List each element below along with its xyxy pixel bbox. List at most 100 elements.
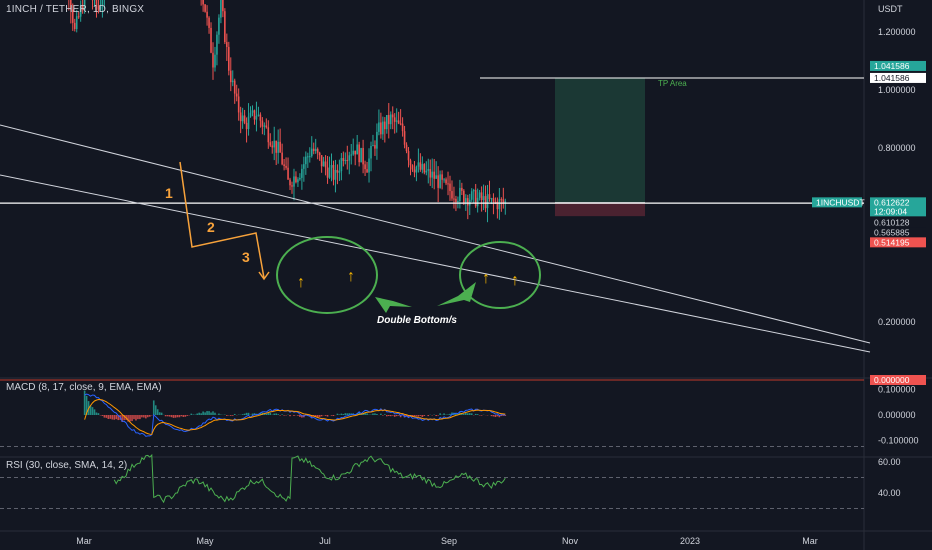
step-2-label: 2 (207, 219, 215, 235)
candle-body (374, 145, 376, 149)
macd-histogram-bar (350, 413, 353, 415)
macd-histogram-bar (123, 415, 125, 421)
candle-body (431, 171, 434, 178)
macd-histogram-bar (129, 415, 131, 422)
candle-body (378, 122, 380, 132)
candle-body (490, 198, 493, 200)
macd-histogram-bar (465, 412, 467, 415)
macd-histogram-bar (172, 415, 175, 418)
candle-body (476, 197, 479, 207)
candle-body (364, 164, 366, 170)
candle-body (502, 199, 505, 203)
candle-body (382, 121, 384, 135)
candle-body (293, 176, 295, 187)
price-label-bg (870, 237, 926, 248)
candle-body (465, 198, 467, 203)
candle-body (247, 116, 250, 130)
candle-body (253, 110, 256, 120)
macd-histogram-bar (338, 414, 341, 415)
macd-histogram-bar (279, 415, 281, 416)
double-bottom-label: Double Bottom/s (377, 315, 457, 326)
macd-histogram-bar (180, 415, 183, 417)
signal-line (84, 399, 506, 435)
macd-histogram-bar (202, 411, 204, 415)
macd-histogram-bar (293, 415, 295, 416)
candle-body (496, 201, 499, 210)
macd-histogram-bar (83, 390, 86, 415)
candle-body (318, 152, 321, 156)
candle-body (457, 201, 459, 203)
macd-histogram-bar (168, 415, 171, 417)
candle-body (289, 179, 291, 186)
macd-histogram-bar (206, 411, 208, 415)
candle-body (222, 0, 224, 12)
macd-histogram-bar (461, 412, 463, 415)
candle-body (405, 144, 408, 152)
candle-body (472, 190, 475, 192)
candle-body (395, 120, 398, 122)
up-arrow-icon: ↑ (482, 270, 490, 287)
macd-histogram-bar (494, 415, 497, 418)
price-label: 0.514195 (874, 237, 910, 247)
candle-body (445, 179, 447, 184)
candle-body (75, 16, 78, 30)
macd-histogram-bar (241, 414, 244, 415)
candle-body (455, 198, 457, 203)
macd-histogram-bar (427, 415, 430, 417)
price-label-bg (870, 206, 926, 217)
macd-histogram-bar (152, 400, 155, 415)
candle-body (417, 162, 420, 167)
symbol-title: 1INCH / TETHER, 1D, BINGX (6, 4, 145, 15)
candle-body (81, 5, 84, 11)
macd-histogram-bar (320, 415, 323, 417)
macd-histogram-bar (196, 413, 198, 415)
x-tick-label: Nov (562, 536, 579, 546)
candle-body (312, 148, 315, 151)
rsi-y-tick-label: 60.00 (878, 457, 901, 467)
macd-histogram-bar (356, 413, 358, 415)
candle-body (245, 122, 248, 130)
macd-histogram-bar (342, 414, 345, 415)
macd-histogram-bar (275, 413, 277, 415)
candle-body (384, 121, 386, 130)
candle-body (310, 148, 313, 157)
macd-histogram-bar (401, 415, 404, 416)
candle-body (356, 144, 358, 155)
macd-histogram-bar (348, 413, 351, 415)
candle-body (401, 123, 404, 132)
candle-body (324, 161, 327, 168)
candle-body (204, 4, 206, 12)
candle-body (271, 145, 274, 148)
candle-body (380, 122, 382, 135)
candle-body (466, 198, 469, 206)
candle-body (202, 0, 204, 5)
macd-histogram-bar (143, 415, 145, 418)
candle-body (370, 145, 372, 159)
macd-histogram-bar (366, 413, 368, 415)
macd-histogram-bar (376, 413, 378, 415)
candle-body (411, 165, 414, 170)
candle-body (303, 164, 305, 169)
macd-histogram-bar (156, 409, 159, 415)
steps-path (179, 161, 265, 279)
candle-body (235, 93, 238, 97)
candle-body (407, 151, 410, 161)
macd-histogram-bar (176, 415, 179, 418)
macd-histogram-bar (139, 415, 141, 420)
macd-histogram-bar (346, 413, 349, 415)
macd-histogram-bar (417, 415, 420, 417)
macd-histogram-bar (93, 409, 96, 415)
macd-histogram-bar (135, 415, 137, 421)
candle-body (348, 155, 351, 161)
price-label-bg (870, 227, 926, 238)
macd-histogram-bar (91, 407, 94, 415)
candle-body (267, 127, 270, 143)
candle-body (206, 11, 208, 18)
macd-histogram-bar (435, 415, 437, 417)
macd-histogram-bar (447, 414, 449, 415)
price-label-bg (870, 72, 926, 83)
macd-histogram-bar (111, 415, 114, 420)
macd-histogram-bar (289, 415, 291, 417)
macd-histogram-bar (109, 415, 112, 419)
